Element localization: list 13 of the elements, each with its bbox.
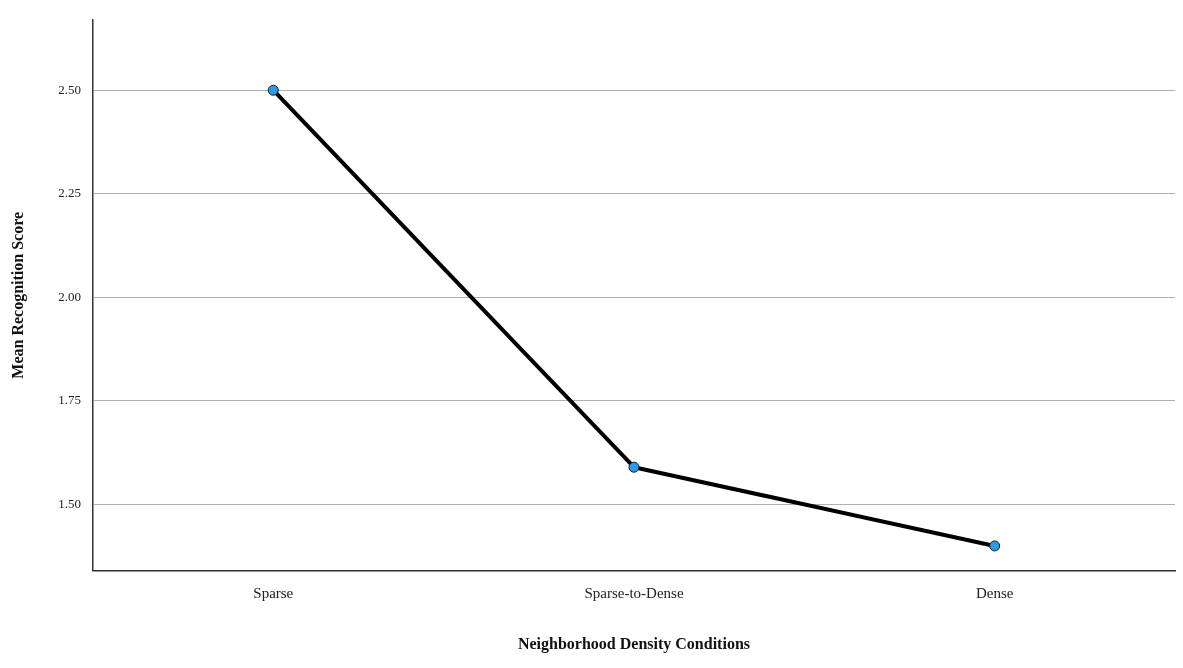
- x-tick-label: Dense: [975, 584, 1014, 601]
- y-tick-label: 1.50: [58, 495, 81, 511]
- x-tick-label: Sparse: [253, 584, 294, 601]
- y-tick-label: 2.50: [58, 81, 81, 97]
- y-tick-label: 2.25: [58, 185, 81, 201]
- x-axis-title: Neighborhood Density Conditions: [517, 634, 750, 653]
- point: [267, 84, 279, 96]
- y-axis-title: Mean Recognition Score: [8, 211, 27, 379]
- y-tick-label: 1.75: [58, 392, 81, 408]
- point: [989, 540, 1001, 552]
- x-tick-label: Sparse-to-Dense: [584, 584, 684, 601]
- y-tick-label: 2.00: [58, 288, 81, 304]
- point: [628, 461, 640, 473]
